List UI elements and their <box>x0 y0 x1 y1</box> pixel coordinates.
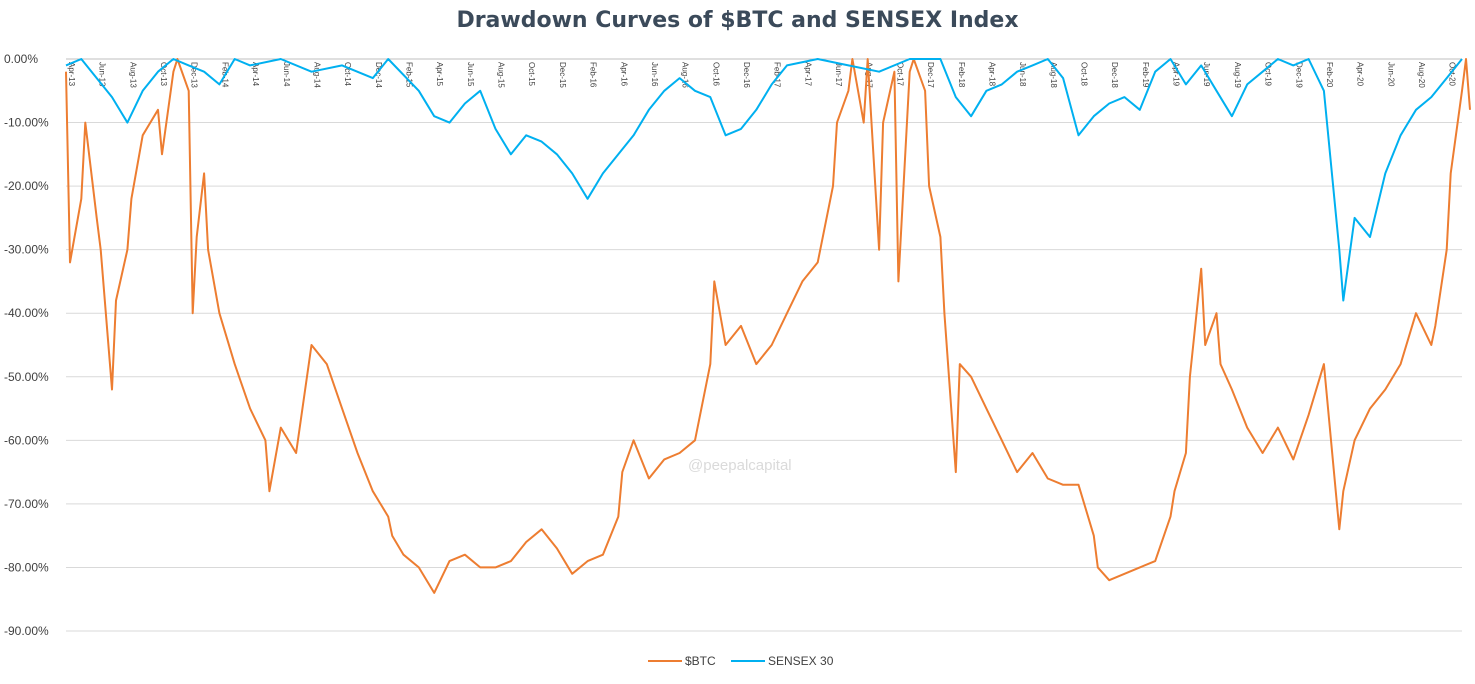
chart-title: Drawdown Curves of $BTC and SENSEX Index <box>456 8 1019 33</box>
x-tick-label: Oct-13 <box>159 62 168 87</box>
x-tick-label: Aug-15 <box>497 62 506 88</box>
y-tick-label: -20.00% <box>4 179 49 193</box>
y-tick-label: -80.00% <box>4 560 49 574</box>
x-tick-label: Jun-17 <box>834 62 843 87</box>
x-tick-label: Oct-19 <box>1264 62 1273 87</box>
x-tick-label: Feb-19 <box>1141 62 1150 88</box>
x-tick-label: Aug-18 <box>1049 62 1058 88</box>
series-lines <box>65 58 1471 594</box>
y-tick-label: -70.00% <box>4 497 49 511</box>
x-tick-label: Feb-18 <box>957 62 966 88</box>
x-tick-label: Apr-16 <box>619 62 628 87</box>
x-tick-label: Oct-17 <box>895 62 904 87</box>
y-tick-label: -40.00% <box>4 306 49 320</box>
x-tick-label: Dec-18 <box>1110 62 1119 88</box>
legend: $BTC SENSEX 30 <box>648 654 834 668</box>
series-line-btc <box>65 58 1471 594</box>
x-tick-label: Jun-16 <box>650 62 659 87</box>
x-tick-label: Feb-15 <box>404 62 413 88</box>
x-tick-label: Aug-16 <box>681 62 690 88</box>
y-axis-tick-labels: 0.00% -10.00% -20.00% -30.00% -40.00% -50.00%… <box>4 52 49 638</box>
x-tick-label: Jun-18 <box>1018 62 1027 87</box>
x-tick-label: Apr-17 <box>803 62 812 87</box>
x-tick-label: Aug-14 <box>312 62 321 88</box>
x-tick-label: Dec-15 <box>558 62 567 88</box>
legend-label: SENSEX 30 <box>768 654 834 668</box>
x-tick-label: Apr-15 <box>435 62 444 87</box>
x-tick-label: Jun-15 <box>466 62 475 87</box>
x-tick-label: Aug-13 <box>128 62 137 88</box>
y-tick-label: -30.00% <box>4 243 49 257</box>
x-tick-label: Dec-14 <box>374 62 383 88</box>
y-tick-label: -90.00% <box>4 624 49 638</box>
x-tick-label: Apr-13 <box>67 62 76 87</box>
x-tick-label: Jun-13 <box>98 62 107 87</box>
x-tick-label: Dec-17 <box>926 62 935 88</box>
series-line-sensex <box>65 58 1463 302</box>
x-tick-label: Apr-19 <box>1172 62 1181 87</box>
x-tick-label: Apr-20 <box>1356 62 1365 87</box>
x-tick-label: Feb-17 <box>773 62 782 88</box>
x-tick-label: Aug-20 <box>1417 62 1426 88</box>
x-tick-label: Aug-19 <box>1233 62 1242 88</box>
x-tick-label: Apr-18 <box>987 62 996 87</box>
x-tick-label: Feb-16 <box>589 62 598 88</box>
x-tick-label: Dec-13 <box>190 62 199 88</box>
x-tick-label: Oct-20 <box>1448 62 1457 87</box>
y-tick-label: 0.00% <box>4 52 38 66</box>
y-tick-label: -50.00% <box>4 370 49 384</box>
y-tick-label: -10.00% <box>4 116 49 130</box>
x-tick-label: Dec-16 <box>742 62 751 88</box>
x-tick-label: Feb-20 <box>1325 62 1334 88</box>
x-tick-label: Jun-20 <box>1386 62 1395 87</box>
y-tick-label: -60.00% <box>4 433 49 447</box>
gridlines <box>66 58 1462 632</box>
x-tick-label: Oct-16 <box>711 62 720 87</box>
x-tick-label: Dec-19 <box>1294 62 1303 88</box>
x-tick-label: Oct-14 <box>343 62 352 87</box>
x-tick-label: Apr-14 <box>251 62 260 87</box>
legend-label: $BTC <box>685 654 716 668</box>
x-tick-label: Jun-14 <box>282 62 291 87</box>
x-tick-label: Oct-18 <box>1079 62 1088 87</box>
watermark-text: @peepalcapital <box>688 457 792 474</box>
x-tick-label: Oct-15 <box>527 62 536 87</box>
